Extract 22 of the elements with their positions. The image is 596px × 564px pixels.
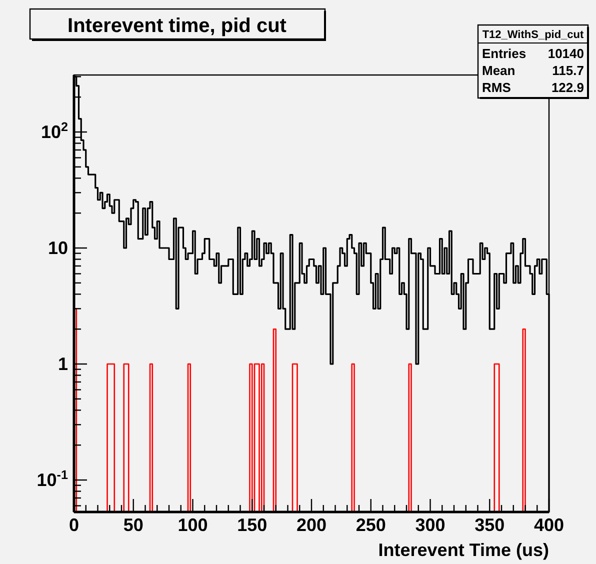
annotation: Mean — [482, 63, 516, 78]
y-tick-label: 10$^{2}$ — [40, 120, 68, 142]
annotation: RMS — [482, 80, 512, 95]
x-axis-title: Interevent Time (us) — [378, 540, 549, 560]
x-tick-label: 150 — [237, 515, 268, 535]
x-tick-label: 400 — [534, 515, 564, 535]
x-tick-label: 0 — [68, 515, 80, 535]
y-tick-label: 1 — [58, 354, 68, 374]
x-tick-label: 50 — [123, 515, 144, 535]
y-tick-label: 10$^{-1}$ — [36, 468, 68, 490]
x-tick-label: 250 — [356, 515, 386, 535]
text: T12_WithS_pid_cut — [482, 29, 584, 41]
y-tick-label: 10 — [48, 238, 68, 258]
x-tick-label: 300 — [415, 515, 446, 535]
x-tick-label: 200 — [296, 515, 327, 535]
x-tick-label: 100 — [178, 515, 208, 535]
text: 10140 — [548, 46, 584, 61]
text: 122.9 — [551, 80, 584, 95]
x-tick-label: 350 — [474, 515, 505, 535]
text: 115.7 — [552, 63, 584, 78]
text: Entries — [482, 46, 526, 61]
chart-title: Interevent time, pid cut — [68, 15, 287, 37]
